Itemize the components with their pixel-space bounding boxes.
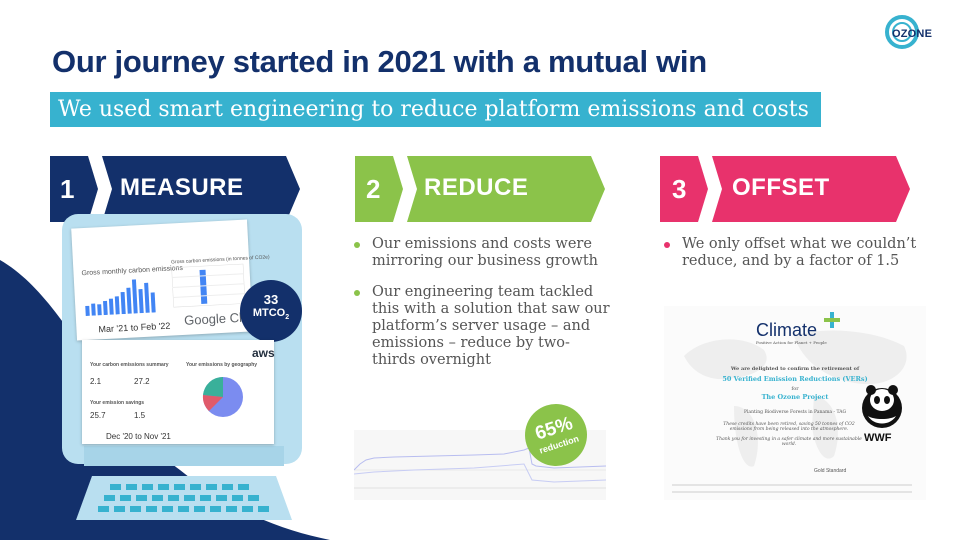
measure-badge-unit: MTCO xyxy=(252,307,286,319)
reduce-bullet-1: Our emissions and costs were mirroring o… xyxy=(352,236,612,270)
page-subtitle: We used smart engineering to reduce plat… xyxy=(50,92,821,127)
wwf-panda-icon xyxy=(862,385,902,428)
logo-text: OZONE xyxy=(892,28,933,40)
certificate-line-2: 50 Verified Emission Reductions (VERs) xyxy=(722,375,868,383)
offset-bullets: We only offset what we couldn’t reduce, … xyxy=(662,236,922,284)
wwf-logo-text: WWF xyxy=(864,432,892,444)
aws-value-3: 25.7 xyxy=(90,411,106,420)
aws-value-4: 1.5 xyxy=(134,411,146,420)
page-title: Our journey started in 2021 with a mutua… xyxy=(52,44,707,79)
reduce-bullet-2: Our engineering team tackled this with a… xyxy=(352,284,612,369)
measure-badge-value: 33 xyxy=(263,292,279,307)
step-label-measure: MEASURE xyxy=(120,174,244,201)
gcp-period: Mar '21 to Feb '22 xyxy=(98,320,171,335)
offset-certificate: Climate Positive Action for Planet + Peo… xyxy=(664,306,926,500)
gcp-screenshot: Gross monthly carbon emissions Gross car… xyxy=(71,219,270,341)
measure-emissions-badge: 33 MTCO2 xyxy=(240,280,302,342)
step-banner-offset xyxy=(660,156,910,222)
gcp-table-chart xyxy=(171,263,246,308)
step-label-reduce: REDUCE xyxy=(424,174,529,201)
aws-period: Dec '20 to Nov '21 xyxy=(106,432,171,441)
gcp-bar-chart xyxy=(85,279,156,317)
certificate-line-5: Planting Biodiverse Forests in Panama - … xyxy=(743,410,847,415)
certificate-line-1: We are delighted to confirm the retireme… xyxy=(730,366,860,372)
certificate-footer-line xyxy=(672,484,912,486)
aws-logo: aws xyxy=(252,346,275,360)
step-label-offset: OFFSET xyxy=(732,174,830,201)
aws-screenshot: Your carbon emissions summary 2.1 27.2 Y… xyxy=(82,340,275,444)
climate-logo: Climate xyxy=(756,320,818,340)
ozone-logo-icon xyxy=(885,15,919,49)
gold-standard-label: Gold Standard xyxy=(814,468,847,474)
reduce-bullets: Our emissions and costs were mirroring o… xyxy=(352,236,612,383)
measure-badge-sub: 2 xyxy=(285,314,290,322)
step-banner-measure xyxy=(50,156,300,222)
climate-tagline: Positive Action for Planet + People xyxy=(756,340,827,345)
aws-pie-chart xyxy=(202,376,243,417)
world-map-background xyxy=(684,330,907,467)
certificate-line-4: The Ozone Project xyxy=(761,393,829,401)
offset-bullet-1: We only offset what we couldn’t reduce, … xyxy=(662,236,922,270)
step-number-2: 2 xyxy=(366,174,381,204)
step-banner-reduce xyxy=(355,156,605,222)
step-number-3: 3 xyxy=(672,174,687,204)
step-number-1: 1 xyxy=(60,174,75,204)
climate-plus-icon xyxy=(824,312,840,328)
aws-geo-title: Your emissions by geography xyxy=(186,362,258,368)
aws-savings-title: Your emission savings xyxy=(90,400,145,406)
gcp-chart-title: Gross monthly carbon emissions xyxy=(81,264,184,278)
certificate-footer-line-2 xyxy=(672,491,912,493)
certificate-line-7: Thank you for investing in a safer clima… xyxy=(716,437,862,447)
aws-value-2: 27.2 xyxy=(134,377,150,386)
aws-value-1: 2.1 xyxy=(90,377,102,386)
certificate-line-6: These credits have been retired, saving … xyxy=(723,422,855,432)
certificate-line-3: for xyxy=(791,386,799,392)
aws-summary-title: Your carbon emissions summary xyxy=(90,362,169,368)
